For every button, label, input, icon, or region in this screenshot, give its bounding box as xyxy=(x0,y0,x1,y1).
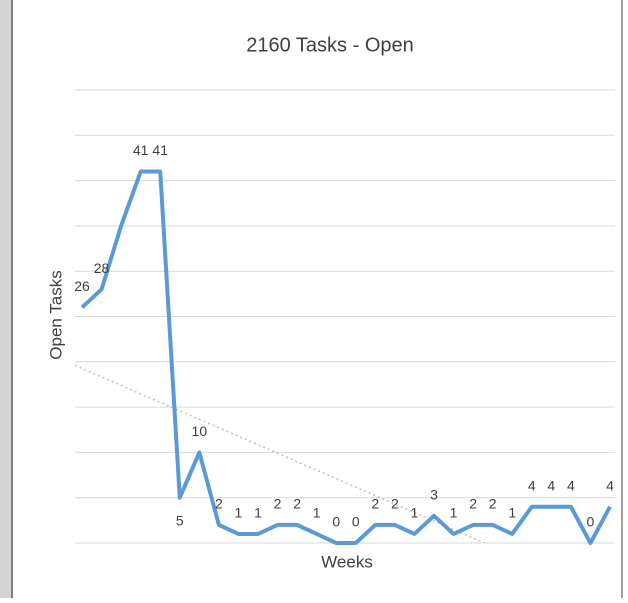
chart-title: 2160 Tasks - Open xyxy=(246,34,414,56)
data-label: 1 xyxy=(235,505,243,521)
data-label: 2 xyxy=(293,496,301,512)
data-label: 2 xyxy=(371,496,379,512)
data-label: 0 xyxy=(587,514,595,530)
data-label: 5 xyxy=(176,512,184,528)
data-label: 28 xyxy=(94,260,110,276)
data-label: 4 xyxy=(567,477,575,493)
data-label: 3 xyxy=(430,487,438,503)
data-label: 41 xyxy=(152,142,168,158)
data-label: 0 xyxy=(332,514,340,530)
left-frame xyxy=(0,0,12,598)
data-label: 10 xyxy=(192,423,208,439)
data-label: 1 xyxy=(254,505,262,521)
data-label: 2 xyxy=(274,496,282,512)
x-axis-label: Weeks xyxy=(321,552,373,571)
data-label: 2 xyxy=(391,496,399,512)
data-label: 4 xyxy=(528,477,536,493)
data-line xyxy=(80,169,612,545)
data-label: 26 xyxy=(74,278,90,294)
y-axis-label: Open Tasks xyxy=(46,270,65,359)
data-label: 2 xyxy=(215,496,223,512)
data-label: 1 xyxy=(450,505,458,521)
data-label: 4 xyxy=(547,477,555,493)
data-label: 2 xyxy=(489,496,497,512)
data-label: 1 xyxy=(313,505,321,521)
data-label: 41 xyxy=(133,142,149,158)
data-label: 1 xyxy=(411,505,419,521)
data-label: 2 xyxy=(469,496,477,512)
data-label: 0 xyxy=(352,514,360,530)
data-label: 1 xyxy=(508,505,516,521)
trendline xyxy=(75,364,487,543)
data-label: 4 xyxy=(606,477,614,493)
